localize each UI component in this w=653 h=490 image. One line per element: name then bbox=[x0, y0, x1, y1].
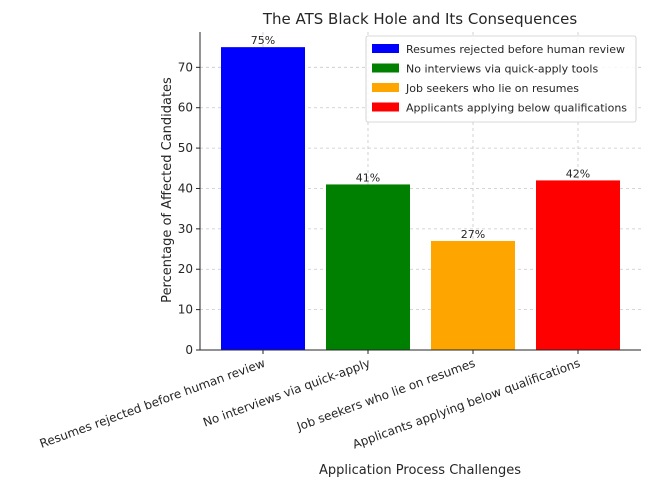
legend-entry-0: Resumes rejected before human review bbox=[406, 43, 625, 56]
legend-swatch-1 bbox=[372, 63, 399, 73]
data-label-1: 41% bbox=[356, 171, 380, 184]
legend-swatch-0 bbox=[372, 44, 399, 53]
legend-swatch-3 bbox=[372, 102, 399, 112]
y-tick-label-5: 50 bbox=[178, 141, 193, 155]
chart-title: The ATS Black Hole and Its Consequences bbox=[262, 10, 578, 28]
y-tick-label-6: 60 bbox=[178, 101, 193, 115]
bar-1 bbox=[326, 184, 410, 350]
legend-frame bbox=[365, 35, 637, 123]
y-tick-label-3: 30 bbox=[178, 222, 193, 236]
legend-entry-2: Job seekers who lie on resumes bbox=[405, 82, 579, 95]
data-label-3: 42% bbox=[566, 167, 590, 180]
data-label-0: 75% bbox=[251, 34, 275, 47]
y-tick-label-1: 10 bbox=[178, 303, 193, 317]
bar-0 bbox=[221, 47, 305, 351]
x-tick-label-1: No interviews via quick-apply bbox=[201, 356, 372, 430]
bar-2 bbox=[431, 240, 515, 350]
legend: Resumes rejected before human review No i… bbox=[365, 35, 637, 123]
data-label-2: 27% bbox=[461, 228, 485, 241]
x-tick-label-0: Resumes rejected before human review bbox=[38, 356, 267, 451]
y-tick-label-0: 0 bbox=[185, 343, 193, 357]
bar-layer: 75% 41% 27% 42% bbox=[221, 34, 620, 351]
legend-entry-3: Applicants applying below qualifications bbox=[406, 102, 627, 115]
y-tick-label-2: 20 bbox=[178, 262, 193, 276]
bar-3 bbox=[536, 180, 620, 350]
y-tick-label-7: 70 bbox=[178, 60, 193, 74]
y-tick-label-4: 40 bbox=[178, 181, 193, 195]
x-tick-label-2: Job seekers who lie on resumes bbox=[294, 356, 477, 434]
legend-swatch-2 bbox=[372, 83, 399, 92]
legend-entry-1: No interviews via quick-apply tools bbox=[406, 63, 598, 76]
y-axis-label: Percentage of Affected Candidates bbox=[160, 77, 175, 303]
x-axis-label: Application Process Challenges bbox=[319, 463, 521, 478]
